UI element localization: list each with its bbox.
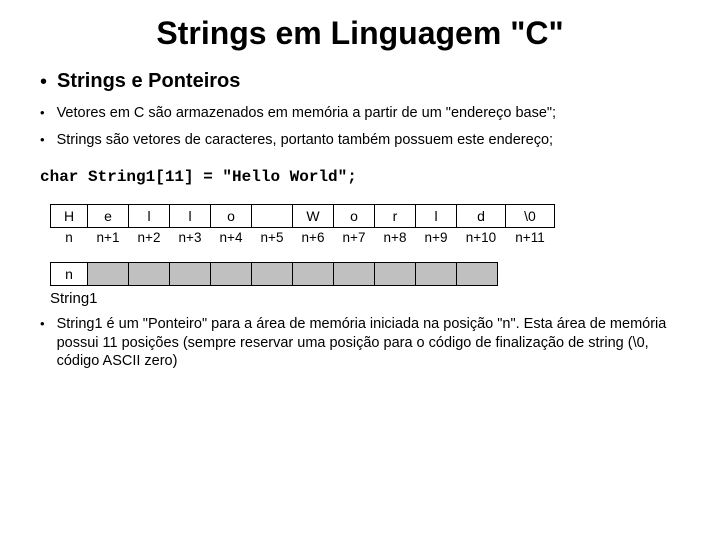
- code-declaration: char String1[11] = "Hello World";: [40, 168, 680, 186]
- pointer-gray-cell: [169, 262, 211, 286]
- memory-addrs-row: nn+1n+2n+3n+4n+5n+6n+7n+8n+9n+10n+11: [50, 227, 680, 248]
- pointer-gray-cell: [87, 262, 129, 286]
- bullet-row-1: • Vetores em C são armazenados em memóri…: [40, 104, 680, 123]
- pointer-gray-cell: [292, 262, 334, 286]
- memory-char-cell: H: [50, 204, 88, 228]
- slide-title: Strings em Linguagem "C": [40, 15, 680, 52]
- memory-char-cell: [251, 204, 293, 228]
- memory-addr-cell: n+9: [415, 227, 457, 248]
- memory-char-cell: l: [169, 204, 211, 228]
- bullet-row-2: • Strings são vetores de caracteres, por…: [40, 131, 680, 150]
- pointer-label: String1: [50, 290, 680, 307]
- memory-char-cell: l: [415, 204, 457, 228]
- bullet-text-2: Strings são vetores de caracteres, porta…: [57, 131, 553, 150]
- memory-chars-row: HelloWorld\0: [50, 204, 680, 228]
- pointer-gray-cell: [210, 262, 252, 286]
- memory-addr-cell: n+10: [456, 227, 506, 248]
- bullet-icon: •: [40, 131, 45, 149]
- memory-char-cell: W: [292, 204, 334, 228]
- pointer-gray-cell: [251, 262, 293, 286]
- memory-char-cell: o: [210, 204, 252, 228]
- pointer-gray-cell: [333, 262, 375, 286]
- memory-addr-cell: n+11: [505, 227, 555, 248]
- memory-addr-cell: n+7: [333, 227, 375, 248]
- memory-char-cell: l: [128, 204, 170, 228]
- memory-addr-cell: n: [50, 227, 88, 248]
- pointer-gray-cell: [456, 262, 498, 286]
- pointer-gray-cell: [128, 262, 170, 286]
- pointer-row: n: [50, 262, 680, 286]
- memory-addr-cell: n+5: [251, 227, 293, 248]
- memory-addr-cell: n+3: [169, 227, 211, 248]
- pointer-gray-cell: [374, 262, 416, 286]
- pointer-value-cell: n: [50, 262, 88, 286]
- memory-char-cell: o: [333, 204, 375, 228]
- pointer-gray-cell: [415, 262, 457, 286]
- memory-char-cell: e: [87, 204, 129, 228]
- memory-addr-cell: n+4: [210, 227, 252, 248]
- subtitle-text: Strings e Ponteiros: [57, 70, 240, 93]
- subtitle-row: • Strings e Ponteiros: [40, 70, 680, 94]
- bullet-text-1: Vetores em C são armazenados em memória …: [57, 104, 557, 123]
- memory-char-cell: \0: [505, 204, 555, 228]
- bullet-icon: •: [40, 104, 45, 122]
- memory-addr-cell: n+1: [87, 227, 129, 248]
- bullet-icon: •: [40, 70, 47, 94]
- memory-addr-cell: n+2: [128, 227, 170, 248]
- footer-row: • String1 é um "Ponteiro" para a área de…: [40, 315, 680, 372]
- memory-addr-cell: n+8: [374, 227, 416, 248]
- memory-char-cell: d: [456, 204, 506, 228]
- footer-text: String1 é um "Ponteiro" para a área de m…: [57, 315, 680, 372]
- memory-addr-cell: n+6: [292, 227, 334, 248]
- memory-char-cell: r: [374, 204, 416, 228]
- bullet-icon: •: [40, 315, 45, 333]
